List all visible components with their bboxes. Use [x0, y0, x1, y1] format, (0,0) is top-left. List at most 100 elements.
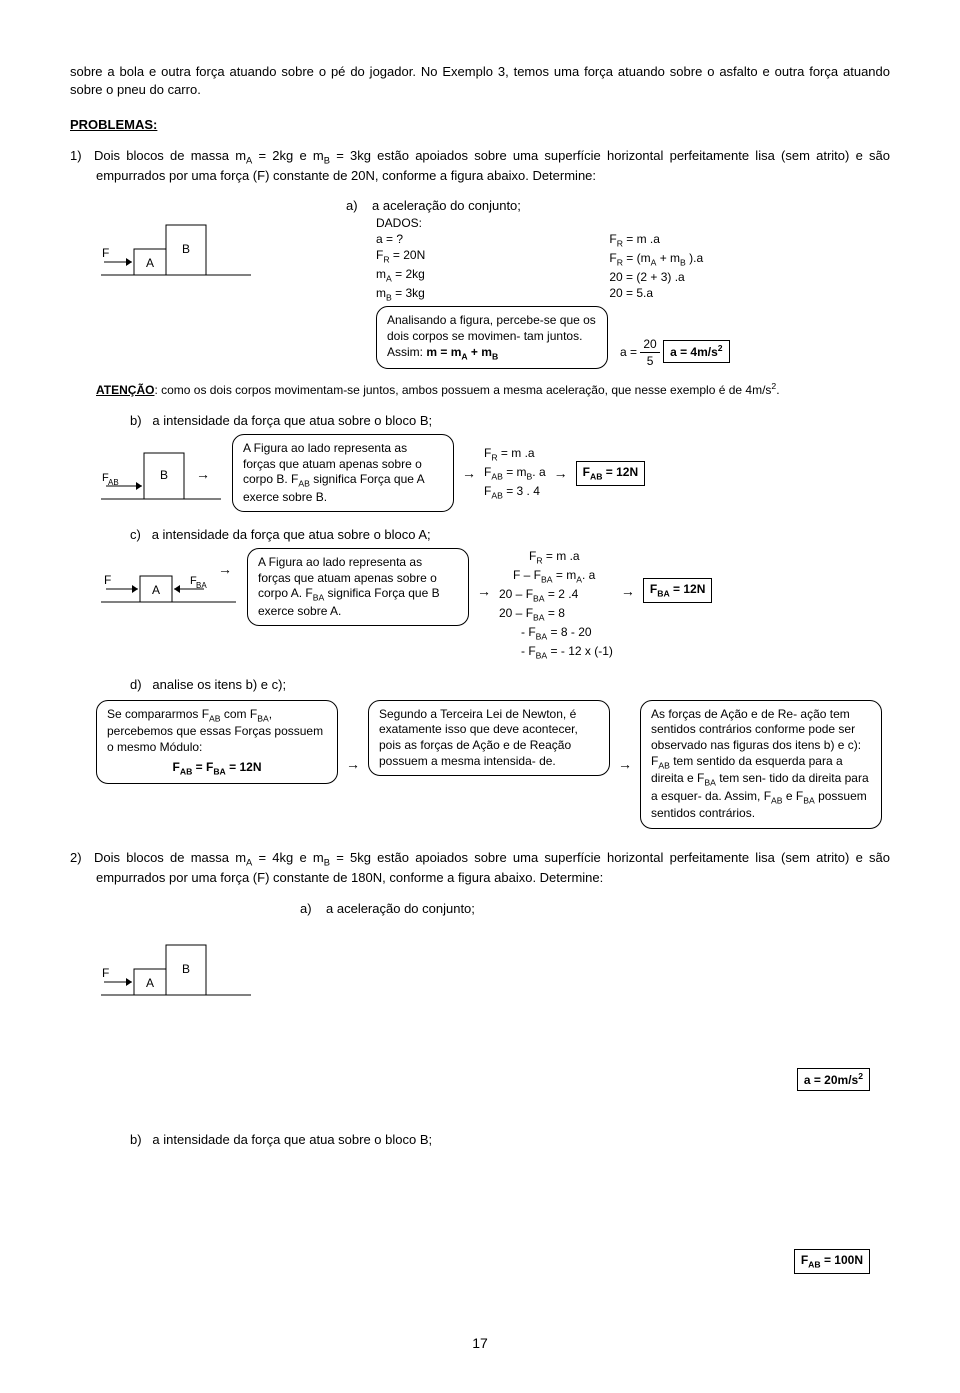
t: AB	[180, 766, 192, 776]
diagram-FAB: A B F	[96, 203, 256, 288]
t: = (m	[623, 251, 651, 265]
t: = - 12 x (-1)	[547, 644, 613, 658]
diagram-p2-FAB: A B F	[96, 923, 256, 1008]
t: Dois blocos de massa m	[94, 850, 246, 865]
t: ).a	[686, 251, 703, 265]
p2-num: 2)	[70, 850, 82, 865]
c-calc: FR = m .a F – FBA = mA. a 20 – FBA = 2 .…	[499, 548, 613, 662]
p1-item-b-label: b)	[130, 413, 142, 428]
svg-text:→: →	[218, 561, 232, 577]
p2-item-a-label: a)	[300, 901, 312, 916]
t: m	[376, 267, 386, 281]
t: 2	[858, 1071, 863, 1081]
p1-item-c-text: a intensidade da força que atua sobre o …	[152, 527, 431, 542]
p1-item-a-text: a aceleração do conjunto;	[372, 198, 521, 213]
t: = 8	[545, 606, 565, 620]
t: = 12N	[602, 465, 638, 479]
dados-l1: a = ?	[376, 232, 403, 246]
p1-item-a-label: a)	[346, 198, 358, 213]
p1-item-d-label: d)	[130, 677, 142, 692]
t: + m	[468, 345, 492, 359]
svg-text:A: A	[152, 583, 160, 597]
t: F	[609, 251, 616, 265]
t: . a	[582, 568, 595, 582]
t: . a	[532, 465, 545, 479]
p1-text-b: = 2kg e m	[252, 148, 323, 163]
t: a =	[620, 345, 640, 359]
atencao-note: ATENÇÃO: como os dois corpos movimentam-…	[96, 381, 890, 398]
t: BA	[257, 713, 269, 723]
t: m	[376, 286, 386, 300]
t: = 12N	[226, 760, 262, 774]
t: AB	[298, 479, 310, 489]
svg-text:A: A	[146, 256, 154, 270]
page-number: 17	[70, 1334, 890, 1353]
t: = 100N	[821, 1253, 863, 1267]
t: BA	[213, 766, 225, 776]
t: AB	[491, 471, 503, 481]
t: - F	[521, 625, 536, 639]
t: 2	[771, 381, 776, 391]
atencao-label: ATENÇÃO	[96, 383, 154, 397]
t: Se compararmos F	[107, 707, 209, 721]
arrow-icon: →	[546, 464, 576, 483]
t: AB	[209, 713, 221, 723]
t: = 3 . 4	[503, 484, 540, 498]
problem-2-statement: 2) Dois blocos de massa mA = 4kg e mB = …	[70, 849, 890, 887]
t: = F	[192, 760, 213, 774]
t: BA	[704, 778, 716, 788]
b-explanation-box: A Figura ao lado representa as forças qu…	[232, 434, 454, 512]
t: F	[609, 232, 616, 246]
svg-text:A: A	[146, 976, 154, 990]
t: 20 = (2 + 3) .a	[609, 269, 779, 285]
d-box-1: Se compararmos FAB com FBA, percebemos q…	[96, 700, 338, 784]
t: AB	[808, 1259, 820, 1269]
t: BA	[803, 795, 815, 805]
t: 20 – F	[499, 606, 533, 620]
t: BA	[541, 574, 553, 584]
problemas-heading: PROBLEMAS:	[70, 116, 890, 134]
t: - F	[521, 644, 536, 658]
p2-item-a-text: a aceleração do conjunto;	[326, 901, 475, 916]
t: 20 – F	[499, 587, 533, 601]
t: BA	[533, 612, 545, 622]
t: B	[492, 351, 498, 361]
p1-num: 1)	[70, 148, 82, 163]
t: BA	[536, 651, 548, 661]
arrow-icon: →	[610, 755, 640, 774]
svg-text:BA: BA	[196, 581, 207, 590]
t: = 2kg	[392, 267, 425, 281]
t: = m	[553, 568, 577, 582]
dados-label: DADOS:	[376, 215, 890, 231]
t: = 3kg	[392, 286, 425, 300]
t: = m .a	[543, 549, 580, 563]
t: = 12N	[670, 582, 706, 596]
t: e F	[783, 789, 804, 803]
t: m = m	[426, 345, 461, 359]
arrow-icon: →	[613, 582, 643, 601]
t: = 20N	[390, 248, 426, 262]
t: = 8 - 20	[547, 625, 591, 639]
t: F	[173, 760, 180, 774]
t: = 4kg e m	[252, 850, 323, 865]
p1-item-d-text: analise os itens b) e c);	[152, 677, 286, 692]
t: + m	[656, 251, 680, 265]
t: BA	[533, 593, 545, 603]
t: = 2 .4	[545, 587, 579, 601]
answer-a-box: a = 4m/s2	[663, 340, 730, 363]
t: AB	[658, 760, 670, 770]
intro-paragraph: sobre a bola e outra força atuando sobre…	[70, 63, 890, 98]
t: a = 20m/s	[804, 1073, 858, 1087]
svg-text:→: →	[196, 466, 210, 482]
t: F – F	[513, 568, 541, 582]
diagram-B-only: B F AB →	[96, 441, 226, 511]
t: AB	[590, 471, 602, 481]
t: com F	[221, 707, 258, 721]
svg-text:F: F	[102, 246, 109, 260]
svg-text:B: B	[160, 468, 168, 482]
p1-item-c-label: c)	[130, 527, 141, 542]
arrow-icon: →	[454, 464, 484, 483]
t: 2	[718, 343, 723, 353]
svg-text:F: F	[102, 966, 109, 980]
t: F	[583, 465, 590, 479]
